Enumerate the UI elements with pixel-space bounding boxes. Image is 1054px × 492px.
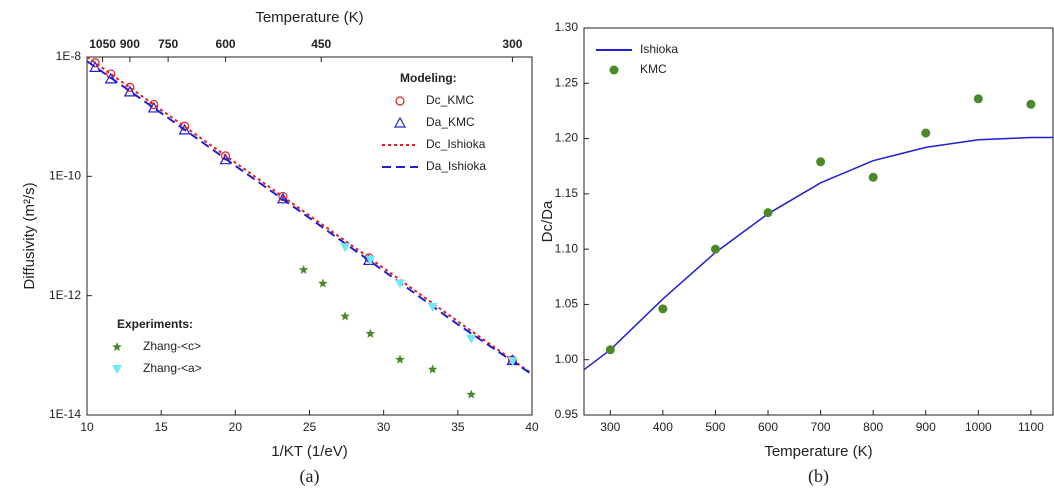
y-tick-label: 1E-8: [56, 49, 82, 63]
legend-label: Ishioka: [640, 42, 678, 56]
series-line: [86, 56, 533, 375]
legend-label: KMC: [640, 62, 667, 76]
marker: [507, 357, 518, 367]
marker: [89, 61, 102, 72]
x2-tick-label: 750: [158, 37, 178, 51]
legend-swatch: [393, 116, 407, 128]
marker: [868, 172, 878, 182]
x2-tick-label: 900: [120, 37, 140, 51]
x-tick-label: 20: [229, 420, 243, 434]
marker: [427, 364, 438, 374]
y-tick-label: 1.20: [555, 131, 579, 145]
series-line: [86, 60, 533, 376]
marker: [466, 334, 477, 344]
y-tick-label: 1.30: [555, 20, 579, 34]
x-tick-label: 1000: [965, 420, 992, 434]
x-tick-label: 30: [377, 420, 391, 434]
caption: (b): [808, 466, 829, 487]
legend-swatch: [112, 342, 122, 351]
y-tick-label: 1.10: [555, 241, 579, 255]
x-tick-label: 500: [705, 420, 725, 434]
x-tick-label: 15: [154, 420, 168, 434]
marker: [298, 264, 309, 274]
marker: [365, 255, 376, 265]
marker: [1026, 99, 1036, 109]
legend-header: Experiments:: [117, 317, 193, 331]
marker: [90, 58, 100, 68]
marker: [123, 85, 136, 97]
marker: [763, 208, 773, 218]
x2-tick-label: 300: [502, 37, 522, 51]
legend-label: Da_KMC: [426, 115, 475, 129]
marker: [340, 243, 351, 253]
marker: [340, 311, 350, 321]
x2-axis-title: Temperature (K): [255, 9, 363, 26]
y-tick-label: 1E-14: [49, 407, 81, 421]
x-tick-label: 10: [80, 420, 94, 434]
legend-label: Da_Ishioka: [426, 159, 486, 173]
x-tick-label: 900: [916, 420, 936, 434]
x-tick-label: 35: [451, 420, 465, 434]
y-tick-label: 1.05: [555, 297, 579, 311]
marker: [276, 192, 289, 204]
x-axis-title: 1/KT (1/eV): [271, 443, 347, 460]
x2-tick-label: 450: [311, 37, 331, 51]
legend-label: Dc_KMC: [426, 93, 474, 107]
legend-label: Zhang-<c>: [143, 339, 201, 353]
marker: [427, 302, 438, 312]
x-tick-label: 400: [653, 420, 673, 434]
legend-header: Modeling:: [400, 71, 457, 85]
marker: [973, 94, 983, 104]
marker: [178, 123, 191, 135]
y-tick-label: 1E-12: [49, 288, 81, 302]
marker: [395, 354, 405, 364]
y-tick-label: 1.15: [555, 186, 579, 200]
marker: [394, 279, 405, 289]
legend-label: Zhang-<a>: [143, 361, 202, 375]
marker: [710, 244, 720, 254]
legend-swatch: [609, 65, 619, 75]
y-tick-label: 1.00: [555, 352, 579, 366]
x-tick-label: 800: [863, 420, 883, 434]
caption: (a): [300, 466, 320, 487]
x-tick-label: 300: [600, 420, 620, 434]
marker: [921, 128, 931, 138]
marker: [466, 389, 476, 399]
y-axis-title: Diffusivity (m²/s): [21, 182, 38, 289]
y-axis-title: Dc/Da: [539, 200, 556, 242]
marker: [605, 345, 615, 355]
legend-swatch: [112, 365, 122, 374]
x-tick-label: 25: [303, 420, 317, 434]
legend-swatch: [395, 96, 405, 106]
y-tick-label: 1.25: [555, 75, 579, 89]
series-line: [583, 136, 1053, 371]
marker: [365, 328, 376, 338]
x-tick-label: 700: [811, 420, 831, 434]
x-tick-label: 600: [758, 420, 778, 434]
x-tick-label: 40: [525, 420, 539, 434]
legend-label: Dc_Ishioka: [426, 137, 486, 151]
x-tick-label: 1100: [1018, 420, 1044, 434]
marker: [658, 304, 668, 314]
x-axis-title: Temperature (K): [764, 443, 872, 460]
plot-frame: [583, 27, 1054, 416]
x2-tick-label: 1050: [89, 37, 116, 51]
marker: [318, 278, 328, 288]
y-tick-label: 1E-10: [49, 169, 81, 183]
y-tick-label: 0.95: [555, 407, 579, 421]
marker: [219, 153, 232, 165]
x2-tick-label: 600: [216, 37, 236, 51]
marker: [816, 157, 826, 167]
